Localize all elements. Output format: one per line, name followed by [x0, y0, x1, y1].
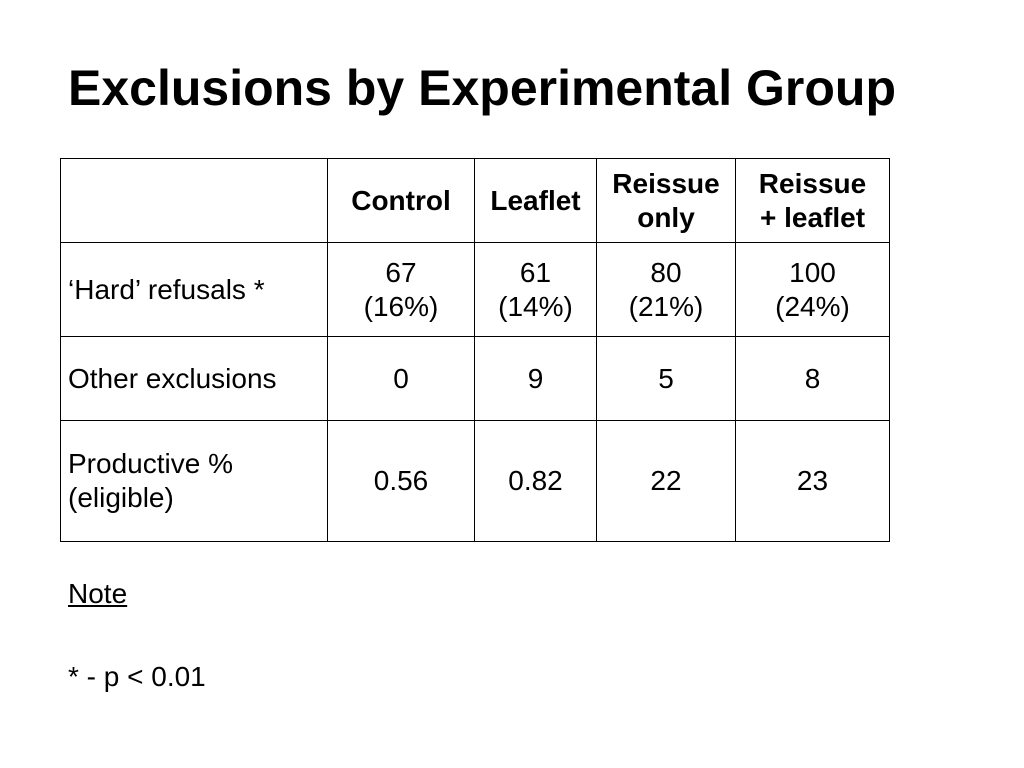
cell-count: 100 — [789, 256, 836, 288]
cell-reissue-only: 5 — [596, 336, 736, 421]
header-leaflet: Leaflet — [474, 158, 597, 243]
header-reissue-leaflet-line-1: Reissue — [758, 167, 867, 199]
cell-reissue-leaflet: 23 — [735, 420, 890, 542]
cell-leaflet: 61 (14%) — [474, 242, 597, 337]
slide-title: Exclusions by Experimental Group — [68, 60, 897, 116]
cell-count: 67 — [385, 256, 417, 288]
cell-value: 0 — [393, 362, 409, 394]
header-corner-cell — [60, 158, 328, 243]
cell-percent: (24%) — [775, 290, 850, 322]
row-label-line: Other exclusions — [68, 362, 277, 394]
cell-leaflet: 0.82 — [474, 420, 597, 542]
cell-control: 67 (16%) — [327, 242, 475, 337]
header-reissue-leaflet-line-2: + leaflet — [759, 201, 866, 233]
row-label-line-1: Productive % — [68, 448, 233, 480]
cell-control: 0.56 — [327, 420, 475, 542]
exclusions-table: Control Leaflet Reissue only Reissue + l… — [60, 158, 890, 542]
row-label: ‘Hard’ refusals * — [60, 242, 328, 337]
row-label: Productive % (eligible) — [60, 420, 328, 542]
cell-value: 23 — [796, 465, 829, 497]
table-header-row: Control Leaflet Reissue only Reissue + l… — [60, 158, 890, 243]
cell-reissue-only: 80 (21%) — [596, 242, 736, 337]
header-reissue-only: Reissue only — [596, 158, 736, 243]
cell-count: 80 — [650, 256, 682, 288]
table-row-productive: Productive % (eligible) 0.56 0.82 22 23 — [60, 420, 890, 542]
cell-value: 22 — [650, 465, 682, 497]
cell-count: 61 — [519, 256, 552, 288]
cell-value: 0.82 — [508, 465, 563, 497]
row-label: Other exclusions — [60, 336, 328, 421]
row-label-line-2: (eligible) — [68, 482, 174, 513]
note-text: * - p < 0.01 — [68, 661, 206, 692]
table-row-hard-refusals: ‘Hard’ refusals * 67 (16%) 61 (14%) 80 (… — [60, 242, 890, 337]
header-control: Control — [327, 158, 475, 243]
cell-percent: (14%) — [498, 290, 573, 322]
table-row-other-exclusions: Other exclusions 0 9 5 8 — [60, 336, 890, 421]
header-reissue-only-line-2: only — [637, 201, 695, 233]
note-heading: Note — [68, 578, 128, 609]
row-label-line: ‘Hard’ refusals * — [68, 273, 265, 305]
cell-leaflet: 9 — [474, 336, 597, 421]
cell-percent: (16%) — [363, 290, 439, 322]
cell-percent: (21%) — [628, 290, 704, 322]
cell-value: 8 — [804, 362, 821, 394]
cell-value: 0.56 — [373, 465, 429, 497]
cell-reissue-leaflet: 100 (24%) — [735, 242, 890, 337]
cell-control: 0 — [327, 336, 475, 421]
header-reissue-leaflet: Reissue + leaflet — [735, 158, 890, 243]
cell-reissue-leaflet: 8 — [735, 336, 890, 421]
cell-reissue-only: 22 — [596, 420, 736, 542]
header-reissue-only-line-1: Reissue — [612, 167, 720, 199]
cell-value: 5 — [658, 362, 674, 394]
cell-value: 9 — [527, 362, 544, 394]
